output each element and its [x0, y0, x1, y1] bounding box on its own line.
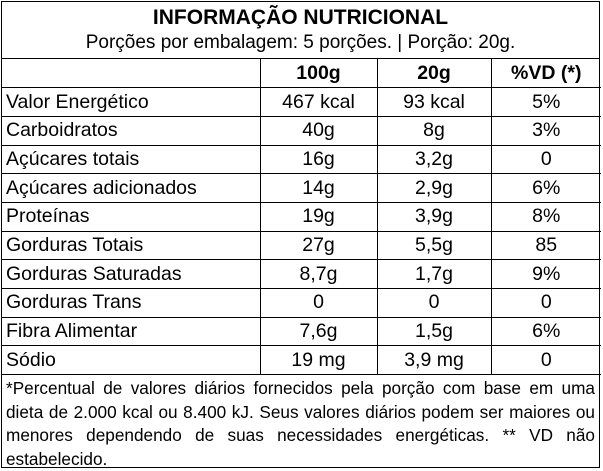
nutrition-table: 100g 20g %VD (*) Valor Energético 467 kca…: [2, 59, 601, 376]
nutrient-name: Gorduras Trans: [2, 288, 261, 318]
nutrient-name: Carboidratos: [2, 115, 261, 146]
value-per-portion: 1,5g: [376, 316, 492, 347]
value-per-100g: 16g: [259, 144, 378, 175]
table-row: Sódio 19 mg 3,9 mg 0: [2, 345, 601, 376]
value-daily-percent: 85: [490, 230, 601, 261]
value-per-portion: 0: [376, 288, 492, 318]
value-per-portion: 3,9 mg: [376, 345, 492, 376]
header-daily-value: %VD (*): [490, 59, 601, 89]
header-nutrient-column: [2, 59, 261, 89]
footnote: *Percentual de valores diários fornecido…: [6, 378, 595, 469]
value-per-100g: 27g: [259, 230, 378, 261]
table-row: Açúcares totais 16g 3,2g 0: [2, 144, 601, 175]
value-per-100g: 7,6g: [259, 316, 378, 347]
value-per-100g: 19 mg: [259, 345, 378, 376]
header-per-100g: 100g: [259, 59, 378, 89]
value-daily-percent: 6%: [490, 173, 601, 203]
value-per-100g: 0: [259, 288, 378, 318]
nutrient-name: Gorduras Totais: [2, 230, 261, 261]
nutrient-name: Gorduras Saturadas: [2, 259, 261, 289]
table-row: Proteínas 19g 3,9g 8%: [2, 201, 601, 232]
table-row: Gorduras Totais 27g 5,5g 85: [2, 230, 601, 261]
table-row: Carboidratos 40g 8g 3%: [2, 115, 601, 146]
header-per-portion: 20g: [376, 59, 492, 89]
table-row: Gorduras Trans 0 0 0: [2, 288, 601, 318]
nutrient-name: Açúcares adicionados: [2, 173, 261, 203]
value-per-portion: 3,9g: [376, 201, 492, 232]
value-per-portion: 1,7g: [376, 259, 492, 289]
nutrient-name: Sódio: [2, 345, 261, 376]
value-per-portion: 8g: [376, 115, 492, 146]
nutrient-name: Açúcares totais: [2, 144, 261, 175]
value-daily-percent: 5%: [490, 87, 601, 117]
value-per-portion: 3,2g: [376, 144, 492, 175]
table-row: Gorduras Saturadas 8,7g 1,7g 9%: [2, 259, 601, 289]
table-row: Valor Energético 467 kcal 93 kcal 5%: [2, 87, 601, 117]
value-per-100g: 467 kcal: [259, 87, 378, 117]
nutrient-name: Proteínas: [2, 201, 261, 232]
value-daily-percent: 0: [490, 345, 601, 376]
value-daily-percent: 8%: [490, 201, 601, 232]
value-daily-percent: 0: [490, 288, 601, 318]
value-per-100g: 19g: [259, 201, 378, 232]
value-daily-percent: 3%: [490, 115, 601, 146]
value-per-portion: 5,5g: [376, 230, 492, 261]
value-per-100g: 14g: [259, 173, 378, 203]
value-per-portion: 2,9g: [376, 173, 492, 203]
nutrient-name: Fibra Alimentar: [2, 316, 261, 347]
value-daily-percent: 0: [490, 144, 601, 175]
value-daily-percent: 6%: [490, 316, 601, 347]
value-per-portion: 93 kcal: [376, 87, 492, 117]
table-row: Açúcares adicionados 14g 2,9g 6%: [2, 173, 601, 203]
nutrient-name: Valor Energético: [2, 87, 261, 117]
portion-info: Porções por embalagem: 5 porções. | Porç…: [2, 31, 599, 59]
value-per-100g: 40g: [259, 115, 378, 146]
label-title: INFORMAÇÃO NUTRICIONAL: [152, 6, 449, 29]
table-header-row: 100g 20g %VD (*): [2, 59, 601, 89]
value-per-100g: 8,7g: [259, 259, 378, 289]
value-daily-percent: 9%: [490, 259, 601, 289]
table-row: Fibra Alimentar 7,6g 1,5g 6%: [2, 316, 601, 347]
